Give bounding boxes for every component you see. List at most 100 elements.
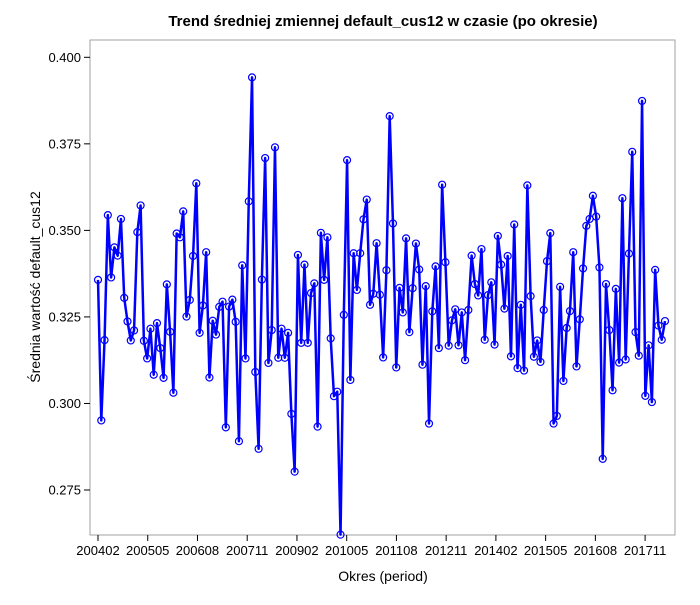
data-point <box>123 317 132 326</box>
series-line <box>96 76 667 536</box>
data-point <box>444 341 453 350</box>
data-point <box>198 301 207 310</box>
data-point <box>175 233 185 242</box>
data-point <box>93 275 103 284</box>
data-point <box>372 239 381 248</box>
data-point <box>280 353 289 362</box>
x-tick-label: 200902 <box>275 543 318 558</box>
data-point <box>477 244 486 254</box>
data-point <box>552 411 561 421</box>
data-point <box>247 73 257 82</box>
data-point <box>365 300 375 309</box>
data-point <box>660 316 670 326</box>
data-point <box>647 397 656 407</box>
data-point <box>224 302 234 311</box>
data-point <box>651 265 660 274</box>
data-point <box>395 283 404 292</box>
data-point <box>483 291 493 300</box>
x-axis: 200402 200505 200608 200711 200902 201005 2011… <box>76 535 666 558</box>
data-point <box>162 280 171 289</box>
data-point <box>411 239 421 248</box>
data-point <box>267 325 276 335</box>
data-point <box>533 336 542 345</box>
data-point <box>608 386 617 395</box>
data-point <box>126 336 135 345</box>
data-point <box>228 295 237 304</box>
x-tick-label: 200711 <box>226 543 268 558</box>
y-axis: 0.275 0.300 0.325 0.350 0.375 0.400 <box>48 50 90 498</box>
data-point <box>316 228 325 237</box>
data-point <box>408 284 417 293</box>
data-point <box>454 341 463 350</box>
data-point <box>310 279 319 288</box>
data-point <box>244 197 253 206</box>
data-point <box>241 354 250 363</box>
data-point <box>379 353 388 362</box>
data-point <box>333 387 342 396</box>
data-point <box>447 316 457 325</box>
data-point <box>405 328 414 337</box>
data-point <box>202 248 211 257</box>
data-point <box>303 338 312 347</box>
data-point <box>654 321 663 330</box>
data-point <box>375 290 384 299</box>
data-point <box>103 211 112 220</box>
data-point <box>431 262 440 271</box>
data-point <box>166 327 175 336</box>
data-point <box>578 264 588 273</box>
x-tick-label: 201211 <box>425 543 467 558</box>
data-point <box>601 279 611 289</box>
data-point <box>300 260 309 269</box>
data-point <box>624 249 634 258</box>
data-point <box>133 228 142 237</box>
y-axis-label: Średnia wartość default_cus12 <box>26 191 43 383</box>
data-point <box>352 285 362 295</box>
data-point <box>441 258 450 267</box>
data-point <box>644 341 653 350</box>
x-tick-label: 201108 <box>375 543 417 558</box>
y-tick-label: 0.275 <box>48 483 81 498</box>
data-point <box>234 437 244 446</box>
data-point <box>631 328 640 337</box>
plot-frame <box>89 39 676 536</box>
data-point <box>510 220 519 229</box>
data-point <box>421 282 430 291</box>
data-point <box>467 251 476 260</box>
data-point <box>143 354 152 363</box>
x-tick-label: 201608 <box>574 543 617 558</box>
data-point <box>605 325 614 335</box>
x-tick-label: 200505 <box>126 543 169 558</box>
data-point <box>464 305 473 315</box>
data-point <box>293 250 303 260</box>
data-point <box>231 317 240 326</box>
data-point <box>359 215 368 224</box>
data-point <box>415 265 424 274</box>
data-point <box>611 284 620 293</box>
data-point <box>323 233 332 242</box>
data-point <box>559 376 568 386</box>
chart-title: Trend średniej zmiennej default_cus12 w … <box>168 13 597 30</box>
data-point <box>615 358 624 367</box>
data-point <box>451 305 460 314</box>
x-axis-label: Okres (period) <box>338 568 427 584</box>
data-point <box>562 323 571 333</box>
data-point <box>139 336 148 345</box>
data-point <box>497 260 506 269</box>
data-point <box>460 356 470 365</box>
data-point <box>188 251 198 261</box>
data-point <box>621 355 630 364</box>
data-point <box>221 423 230 432</box>
data-point <box>493 231 502 241</box>
data-point <box>634 351 643 360</box>
data-point <box>208 316 217 325</box>
data-point <box>283 328 293 337</box>
data-point <box>179 207 188 216</box>
data-point <box>251 367 260 377</box>
data-point <box>320 275 329 284</box>
x-tick-label: 201505 <box>524 543 567 558</box>
data-point <box>641 391 650 400</box>
data-point <box>385 112 394 121</box>
data-point <box>487 278 496 287</box>
data-point <box>500 304 509 313</box>
